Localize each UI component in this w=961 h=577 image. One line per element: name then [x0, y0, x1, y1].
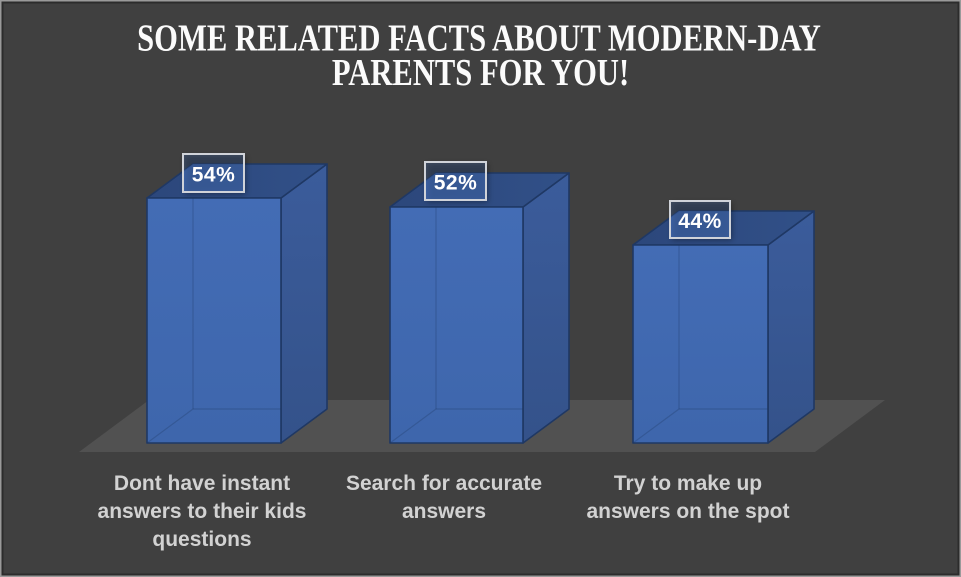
svg-text:Search for accurate: Search for accurate	[346, 472, 542, 495]
svg-text:answers: answers	[402, 500, 486, 523]
svg-text:Try to make up: Try to make up	[614, 472, 762, 495]
svg-text:questions: questions	[152, 528, 251, 551]
svg-text:answers on the spot: answers on the spot	[586, 500, 789, 523]
svg-text:SOME RELATED FACTS ABOUT MODER: SOME RELATED FACTS ABOUT MODERN-DAY	[137, 17, 821, 59]
svg-text:44%: 44%	[678, 210, 722, 233]
svg-text:answers to their kids: answers to their kids	[98, 500, 307, 523]
svg-text:PARENTS FOR YOU!: PARENTS FOR YOU!	[332, 52, 629, 94]
svg-text:52%: 52%	[434, 172, 478, 195]
svg-text:Dont have instant: Dont have instant	[114, 472, 290, 495]
svg-text:54%: 54%	[192, 164, 236, 187]
